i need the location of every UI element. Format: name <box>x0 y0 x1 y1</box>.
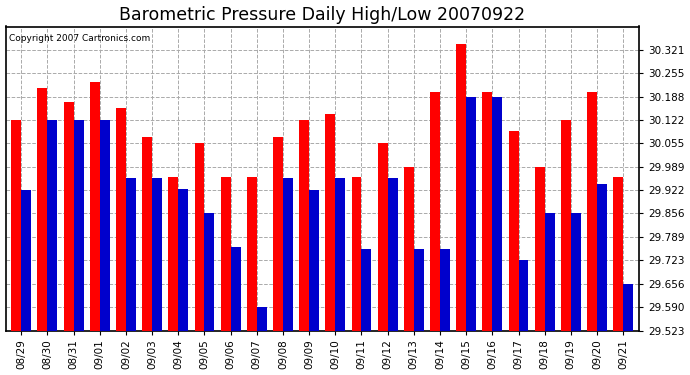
Bar <box>597 184 607 330</box>
Bar <box>21 190 31 330</box>
Bar <box>335 178 345 330</box>
Bar <box>168 177 178 330</box>
Title: Barometric Pressure Daily High/Low 20070922: Barometric Pressure Daily High/Low 20070… <box>119 6 525 24</box>
Bar <box>388 178 397 330</box>
Bar <box>247 177 257 330</box>
Bar <box>126 178 136 330</box>
Bar <box>456 44 466 330</box>
Bar <box>273 137 283 330</box>
Bar <box>414 249 424 330</box>
Bar <box>544 213 555 330</box>
Bar <box>299 120 309 330</box>
Bar <box>571 213 581 330</box>
Bar <box>482 92 493 330</box>
Bar <box>535 166 544 330</box>
Bar <box>430 92 440 330</box>
Bar <box>195 143 204 330</box>
Bar <box>63 102 74 330</box>
Bar <box>404 166 414 330</box>
Bar <box>116 108 126 330</box>
Bar <box>90 82 100 330</box>
Bar <box>74 120 83 330</box>
Bar <box>152 178 162 330</box>
Bar <box>362 249 371 330</box>
Bar <box>561 120 571 330</box>
Text: Copyright 2007 Cartronics.com: Copyright 2007 Cartronics.com <box>9 34 150 43</box>
Bar <box>509 131 518 330</box>
Bar <box>351 177 362 330</box>
Bar <box>587 92 597 330</box>
Bar <box>37 88 48 330</box>
Bar <box>623 284 633 330</box>
Bar <box>613 177 623 330</box>
Bar <box>377 143 388 330</box>
Bar <box>466 96 476 330</box>
Bar <box>100 120 110 330</box>
Bar <box>309 190 319 330</box>
Bar <box>518 260 529 330</box>
Bar <box>283 178 293 330</box>
Bar <box>440 249 450 330</box>
Bar <box>326 114 335 330</box>
Bar <box>142 137 152 330</box>
Bar <box>48 120 57 330</box>
Bar <box>204 213 215 330</box>
Bar <box>257 307 267 330</box>
Bar <box>230 247 241 330</box>
Bar <box>11 120 21 330</box>
Bar <box>221 177 230 330</box>
Bar <box>493 96 502 330</box>
Bar <box>178 189 188 330</box>
